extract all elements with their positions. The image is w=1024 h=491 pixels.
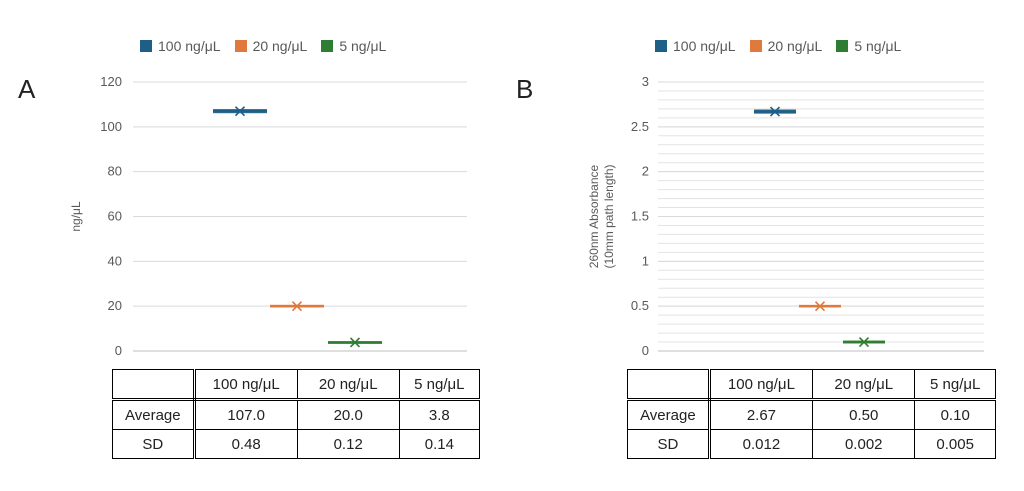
table-header-cell: 20 ng/μL: [812, 369, 916, 401]
data-point-20: [814, 301, 826, 312]
legend-label-20: 20 ng/μL: [252, 38, 308, 54]
legend-item-5: 5 ng/μL: [321, 38, 386, 54]
table-header-cell: 5 ng/μL: [914, 369, 996, 401]
table-header-row: 100 ng/μL 20 ng/μL 5 ng/μL: [627, 369, 996, 401]
panel-a-legend: 100 ng/μL 20 ng/μL 5 ng/μL: [140, 38, 400, 54]
y-tick-label: 80: [108, 164, 122, 179]
y-axis-title: 260nm Absorbance: [587, 164, 601, 268]
y-tick-label: 20: [108, 298, 122, 313]
y-tick-label: 1: [642, 253, 649, 268]
y-tick-label: 40: [108, 253, 122, 268]
legend-label-5: 5 ng/μL: [339, 38, 387, 54]
table-cell: 107.0: [193, 399, 298, 430]
y-tick-label: 0.5: [631, 298, 649, 313]
legend-label-20: 20 ng/μL: [767, 38, 823, 54]
y-tick-label: 2.5: [631, 119, 649, 134]
table-header-cell: 5 ng/μL: [398, 369, 481, 401]
table-cell: 0.005: [914, 429, 996, 459]
table-cell: 0.14: [398, 429, 481, 459]
legend-swatch-100: [655, 40, 667, 52]
data-point-5: [349, 337, 361, 348]
legend-swatch-5: [321, 40, 334, 52]
table-header-cell: [112, 369, 196, 401]
y-tick-label: 3: [642, 74, 649, 89]
legend-label-5: 5 ng/μL: [854, 38, 902, 54]
y-tick-label: 120: [100, 74, 122, 89]
table-row-label: Average: [112, 399, 196, 430]
table-row: SD 0.48 0.12 0.14: [112, 429, 481, 459]
legend-item-5: 5 ng/μL: [836, 38, 901, 54]
y-tick-label: 0: [642, 343, 649, 358]
legend-item-20: 20 ng/μL: [749, 38, 823, 54]
y-axis-title: (10mm path length): [602, 164, 616, 268]
legend-swatch-20: [234, 40, 247, 52]
table-row: SD 0.012 0.002 0.005: [627, 429, 996, 459]
table-cell: 0.012: [708, 429, 814, 459]
table-header-row: 100 ng/μL 20 ng/μL 5 ng/μL: [112, 369, 481, 401]
table-row: Average 107.0 20.0 3.8: [112, 399, 481, 430]
legend-label-100: 100 ng/μL: [673, 38, 736, 54]
table-row-label: Average: [627, 399, 711, 430]
data-point-100: [234, 106, 246, 117]
legend-item-100: 100 ng/μL: [655, 38, 736, 54]
y-tick-label: 2: [642, 164, 649, 179]
table-cell: 0.10: [914, 399, 996, 430]
y-axis-title: ng/μL: [69, 201, 83, 232]
table-row: Average 2.67 0.50 0.10: [627, 399, 996, 430]
table-row-label: SD: [112, 429, 196, 459]
legend-item-20: 20 ng/μL: [234, 38, 308, 54]
table-cell: 0.48: [193, 429, 298, 459]
data-point-5: [858, 336, 870, 348]
table-row-label: SD: [627, 429, 711, 459]
y-tick-label: 100: [100, 119, 122, 134]
panel-b-legend: 100 ng/μL 20 ng/μL 5 ng/μL: [655, 38, 915, 54]
table-cell: 20.0: [296, 399, 400, 430]
table-cell: 2.67: [708, 399, 814, 430]
table-header-cell: 100 ng/μL: [708, 369, 814, 401]
y-tick-label: 0: [115, 343, 122, 358]
legend-swatch-20: [749, 40, 762, 52]
table-header-cell: 100 ng/μL: [193, 369, 298, 401]
legend-swatch-100: [140, 40, 152, 52]
panel-b-letter: B: [516, 74, 534, 104]
legend-label-100: 100 ng/μL: [158, 38, 221, 54]
table-header-cell: [627, 369, 711, 401]
y-tick-label: 1.5: [631, 209, 649, 224]
legend-item-100: 100 ng/μL: [140, 38, 221, 54]
data-point-100: [769, 106, 781, 117]
panel-a-letter: A: [18, 74, 36, 104]
table-cell: 0.002: [812, 429, 916, 459]
table-cell: 0.12: [296, 429, 400, 459]
table-header-cell: 20 ng/μL: [296, 369, 400, 401]
legend-swatch-5: [836, 40, 849, 52]
panel-b-stats-table: 100 ng/μL 20 ng/μL 5 ng/μL Average 2.67 …: [627, 369, 996, 459]
table-cell: 3.8: [398, 399, 481, 430]
panel-a-stats-table: 100 ng/μL 20 ng/μL 5 ng/μL Average 107.0…: [112, 369, 481, 459]
data-point-20: [291, 301, 303, 312]
y-tick-label: 60: [108, 209, 122, 224]
table-cell: 0.50: [812, 399, 916, 430]
